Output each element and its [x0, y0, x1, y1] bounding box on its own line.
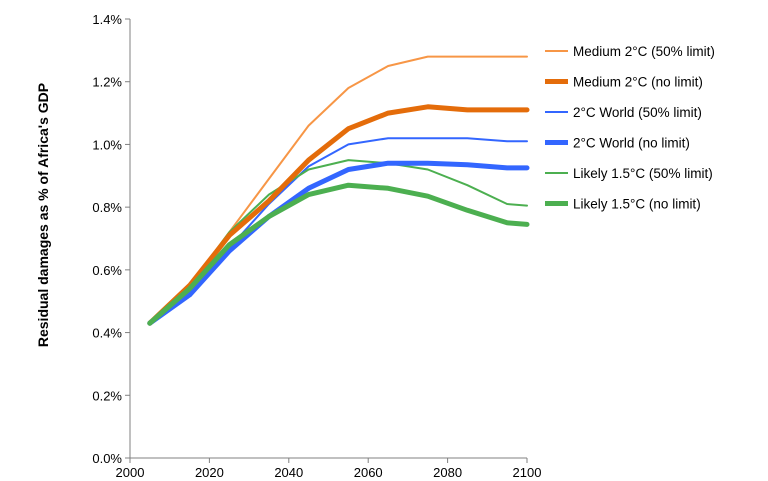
x-tick-label: 2000: [116, 465, 145, 480]
series-line-6: [147, 182, 530, 326]
x-tick-label: 2100: [513, 465, 542, 480]
y-tick-label: 0.2%: [92, 388, 122, 403]
series-line-2: [147, 104, 530, 326]
series-lines: [147, 55, 530, 326]
legend-label: Medium 2°C (no limit): [573, 75, 703, 90]
legend: Medium 2°C (50% limit) Medium 2°C (no lim…: [545, 44, 715, 212]
y-tick-label: 1.4%: [92, 12, 122, 27]
legend-label: Likely 1.5°C (50% limit): [573, 166, 713, 181]
legend-label: 2°C World (no limit): [573, 136, 690, 151]
y-tick-label: 0.4%: [92, 326, 122, 341]
y-tick-label: 1.0%: [92, 137, 122, 152]
y-tick-labels: 0.0% 0.2% 0.4% 0.6% 0.8% 1.0% 1.2% 1.4%: [92, 12, 130, 466]
legend-label: Medium 2°C (50% limit): [573, 44, 715, 59]
series-line-4: [147, 160, 530, 326]
y-tick-label: 0.0%: [92, 451, 122, 466]
axes: [129, 19, 527, 459]
y-axis-label: Residual damages as % of Africa's GDP: [35, 83, 51, 347]
x-tick-label: 2020: [195, 465, 224, 480]
series-line-5: [148, 159, 528, 325]
y-tick-label: 0.6%: [92, 263, 122, 278]
legend-label: Likely 1.5°C (no limit): [573, 197, 701, 212]
x-tick-label: 2080: [433, 465, 462, 480]
x-tick-labels: 2000 2020 2040 2060 2080 2100: [116, 458, 542, 480]
y-tick-label: 1.2%: [92, 75, 122, 90]
x-tick-label: 2060: [354, 465, 383, 480]
legend-label: 2°C World (50% limit): [573, 105, 702, 120]
x-tick-label: 2040: [274, 465, 303, 480]
y-tick-label: 0.8%: [92, 200, 122, 215]
